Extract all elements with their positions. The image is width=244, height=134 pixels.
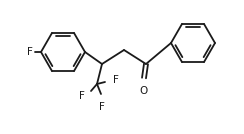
- Text: F: F: [113, 75, 119, 85]
- Text: F: F: [99, 102, 105, 112]
- Text: O: O: [140, 86, 148, 96]
- Text: F: F: [79, 91, 85, 101]
- Text: F: F: [27, 47, 33, 57]
